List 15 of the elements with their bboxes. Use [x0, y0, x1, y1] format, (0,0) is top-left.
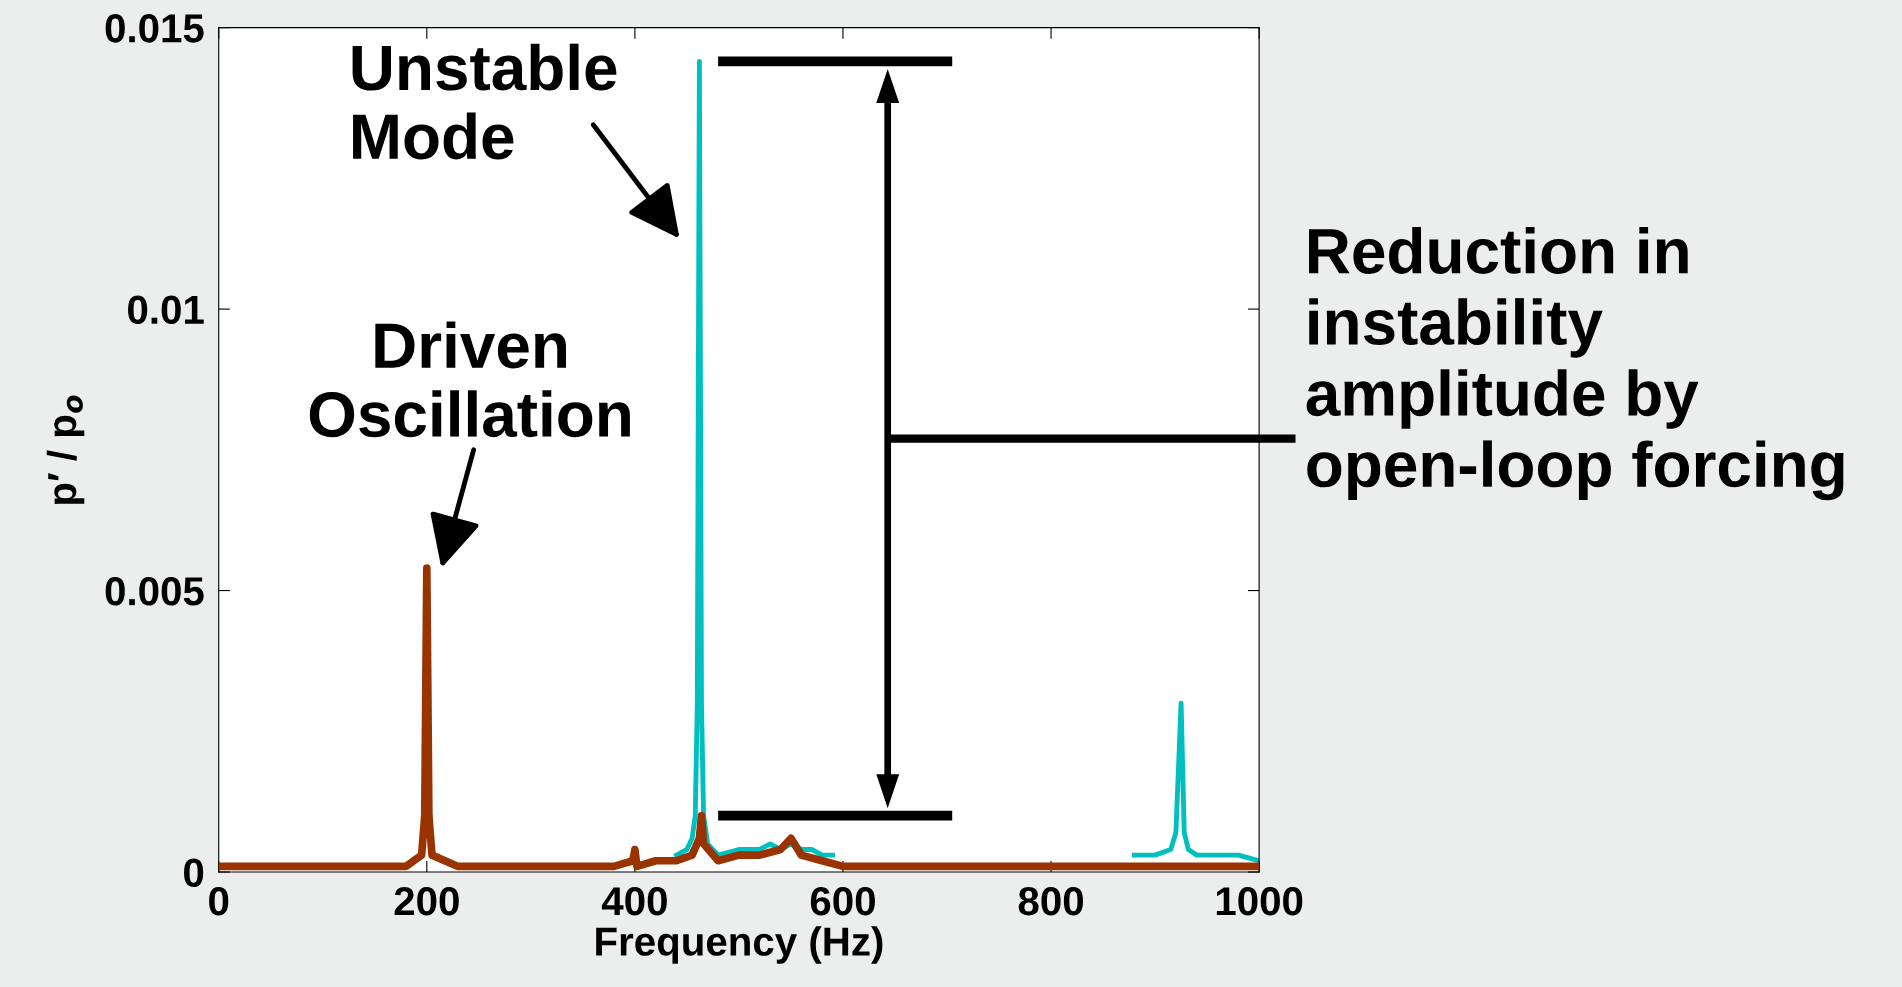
- x-tick-label: 600: [810, 886, 875, 916]
- x-tick-label: 400: [601, 886, 667, 916]
- text: Reduction in instability amplitude by open-loop forcing: [1306, 227, 1844, 501]
- x-tick-label: 0: [209, 886, 229, 916]
- x-tick-label: 200: [394, 886, 459, 916]
- annotation: Driven Oscillation: [309, 321, 630, 438]
- x-tick-label: 1000: [1216, 886, 1303, 916]
- x-axis-title: Frequency (Hz): [596, 926, 883, 964]
- y-tick-label: 0.01: [128, 295, 204, 325]
- x-tick-label: 800: [1018, 886, 1083, 916]
- y-tick-label: 0.005: [105, 577, 204, 606]
- annotation: Unstable Mode: [352, 43, 617, 160]
- y-axis-title: p′ / p$_{o}$: [46, 395, 85, 504]
- y-tick-label: 0: [184, 858, 204, 888]
- y-tick-label: 0.015: [105, 14, 204, 43]
